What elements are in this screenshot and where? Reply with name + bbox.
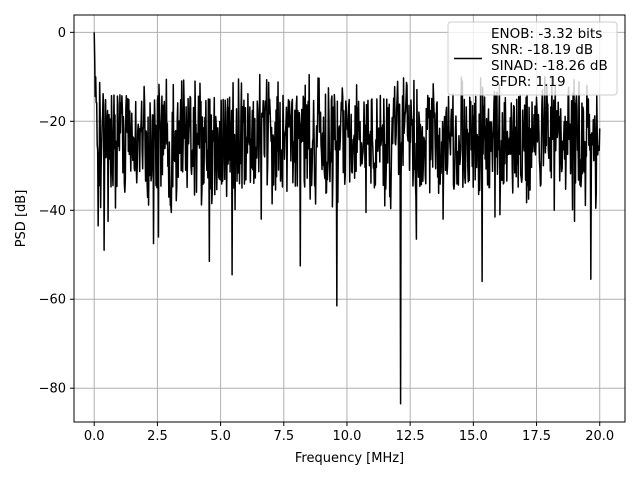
x-tick-label: 20.0 [585,429,614,444]
y-tick-label: −60 [39,293,66,308]
psd-series-line [93,32,601,405]
legend-sfdr: SFDR: 1.19 [491,74,566,90]
x-axis-title: Frequency [MHz] [295,451,404,466]
legend: ENOB: -3.32 bits SNR: -18.19 dB SINAD: -… [447,21,618,96]
legend-enob: ENOB: -3.32 bits [491,26,602,42]
x-tick-label: 7.5 [273,429,294,444]
y-tick-label: −20 [39,115,66,130]
y-axis-title: PSD [dB] [14,190,29,248]
x-tick-label: 2.5 [147,429,168,444]
y-tick-label: −80 [39,382,66,397]
legend-sinad: SINAD: -18.26 dB [491,58,608,74]
x-tick-label: 12.5 [396,429,425,444]
x-tick-label: 5.0 [210,429,231,444]
series-layer [93,32,601,405]
y-tick-label: −40 [39,204,66,219]
legend-snr: SNR: -18.19 dB [491,42,593,58]
plot-frame [73,14,626,423]
tick-layer: 0.0 2.5 5.0 7.5 10.0 12.5 15.0 17.5 20.0 0 −20 −40 −… [39,26,615,444]
y-tick-label: 0 [58,26,66,41]
x-tick-label: 15.0 [459,429,488,444]
x-tick-label: 0.0 [84,429,105,444]
legend-box [447,21,618,96]
x-tick-label: 10.0 [332,429,361,444]
x-tick-label: 17.5 [522,429,551,444]
